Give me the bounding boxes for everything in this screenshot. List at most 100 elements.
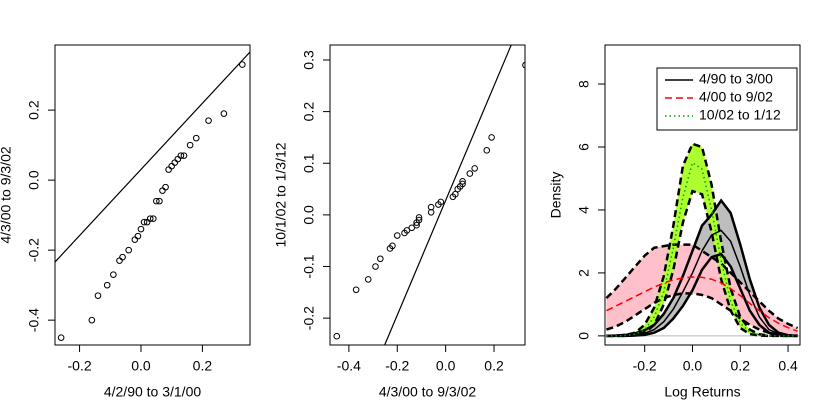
point — [452, 190, 459, 198]
plot-frame — [54, 44, 251, 346]
panel: -0.4 -0.2 0.0 0.2 -0.2 -0.1 0.0 0.1 0.2 0.3 4/3/00… — [273, 44, 526, 400]
point — [88, 316, 96, 324]
legend-label: 4/90 to 3/00 — [699, 71, 773, 87]
legend-label: 10/02 to 1/12 — [699, 107, 781, 123]
point — [110, 271, 117, 278]
point — [522, 61, 525, 69]
point — [192, 134, 200, 142]
point — [140, 218, 148, 226]
point — [165, 166, 172, 173]
legend-box — [656, 67, 798, 131]
y-tick-label: 0.1 — [301, 153, 317, 173]
x-tick-label: 0.2 — [484, 358, 504, 374]
point — [459, 180, 466, 188]
point — [393, 232, 401, 239]
point — [413, 221, 420, 229]
confidence-band — [606, 143, 798, 336]
y-tick-label: -0.2 — [26, 238, 42, 262]
point — [352, 286, 360, 294]
y-tick-label: 0.2 — [26, 100, 42, 120]
reference-line — [55, 51, 250, 263]
point — [471, 165, 478, 172]
y-tick-label: 0.2 — [301, 102, 317, 122]
point — [116, 257, 123, 264]
x-tick-label: -0.2 — [68, 358, 92, 374]
point — [427, 203, 435, 211]
point — [372, 263, 379, 270]
point — [171, 159, 179, 166]
y-tick-label: -0.2 — [301, 306, 317, 330]
panel: -0.2 0.0 0.2 0.4 0 2 4 6 8 Log Returns Density 4/90… — [548, 44, 801, 400]
point — [239, 61, 246, 68]
y-tick-label: -0.4 — [26, 308, 42, 332]
y-axis-label: 10/1/02 to 1/3/12 — [273, 142, 289, 247]
band-edge — [605, 243, 799, 330]
point — [186, 141, 194, 149]
point — [415, 214, 423, 221]
y-tick-label: 0.0 — [301, 205, 317, 225]
density-line — [606, 229, 798, 337]
x-tick-label: 0.0 — [131, 358, 151, 374]
y-tick-label: 4 — [576, 206, 592, 214]
point — [205, 117, 212, 124]
point — [389, 242, 396, 250]
point — [156, 197, 163, 205]
x-tick-label: 0.0 — [683, 358, 703, 374]
point — [134, 232, 142, 240]
band-edge — [606, 252, 798, 338]
point — [137, 225, 145, 233]
band-edge — [606, 292, 798, 337]
y-tick-label: 0.3 — [301, 50, 317, 70]
point — [168, 162, 175, 170]
point — [57, 334, 65, 341]
point — [364, 276, 372, 283]
x-tick-label: -0.4 — [337, 358, 361, 374]
point — [488, 134, 495, 141]
x-tick-label: -0.2 — [633, 358, 657, 374]
point — [125, 246, 133, 254]
point — [149, 215, 157, 222]
x-axis-label: Log Returns — [664, 384, 740, 400]
point — [103, 281, 111, 289]
confidence-band — [606, 244, 798, 336]
plot-area — [605, 142, 800, 338]
y-tick-label: 6 — [576, 143, 592, 151]
x-tick-label: 0.4 — [778, 358, 798, 374]
point — [483, 147, 491, 154]
y-tick-label: 8 — [576, 80, 592, 88]
y-axis-label: Density — [548, 172, 564, 219]
x-axis-label: 4/3/00 to 9/3/02 — [379, 384, 477, 400]
point — [377, 255, 384, 263]
point — [177, 152, 185, 159]
panel: -0.2 0.0 0.2 -0.4 -0.2 0.0 0.2 4/2/90 to 3/1/00… — [0, 44, 251, 400]
x-tick-label: 0.2 — [193, 358, 213, 374]
y-tick-label: -0.1 — [301, 254, 317, 278]
point — [459, 178, 466, 185]
reference-line — [384, 45, 512, 345]
point — [146, 215, 154, 222]
x-tick-label: 0.2 — [731, 358, 751, 374]
point — [437, 198, 445, 206]
density-line — [606, 276, 798, 332]
point — [415, 216, 423, 224]
point — [119, 253, 126, 261]
point — [220, 110, 228, 117]
x-tick-label: 0.0 — [436, 358, 456, 374]
plot-area — [333, 45, 525, 345]
plot-frame — [329, 44, 526, 346]
band-edge — [606, 142, 798, 338]
legend: 4/90 to 3/00 4/00 to 9/02 10/02 to 1/12 — [656, 67, 798, 131]
point — [180, 152, 188, 159]
x-axis-label: 4/2/90 to 3/1/00 — [104, 384, 202, 400]
plot-frame — [604, 44, 801, 346]
y-tick-label: 0.0 — [26, 170, 42, 190]
point — [159, 187, 166, 194]
plot-area — [55, 51, 250, 341]
point — [162, 183, 169, 191]
y-tick-label: 0 — [576, 332, 592, 340]
x-tick-label: -0.2 — [385, 358, 409, 374]
point — [466, 170, 474, 177]
legend-label: 4/00 to 9/02 — [699, 89, 773, 105]
point — [333, 332, 341, 340]
